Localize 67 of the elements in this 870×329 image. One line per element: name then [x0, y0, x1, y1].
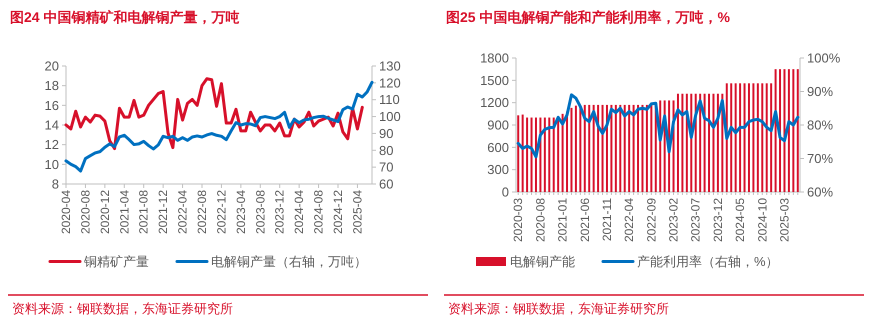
x-tick-label: 2023-04 — [234, 190, 248, 234]
y2-tick-label: 80 — [379, 142, 394, 158]
x-tick-label: 2020-08 — [78, 190, 92, 234]
x-tick-label: 2022-04 — [622, 198, 636, 242]
chart-title: 图24 中国铜精矿和电解铜产量，万吨 — [10, 9, 240, 25]
y-tick-label: 18 — [44, 78, 59, 94]
y2-tick-label: 110 — [379, 92, 400, 108]
y2-tick-label: 60 — [379, 176, 394, 192]
y2-tick-label: 80% — [807, 118, 834, 132]
y2-tick-label: 120 — [379, 75, 401, 90]
y-tick-label: 14 — [44, 118, 59, 132]
x-tick-label: 2024-08 — [312, 190, 326, 234]
x-tick-label: 2025-03 — [777, 198, 792, 242]
line-series — [516, 93, 800, 158]
y2-tick-label: 100% — [807, 50, 841, 66]
x-tick-label: 2021-01 — [556, 198, 570, 242]
x-tick-label: 2021-12 — [156, 190, 170, 234]
x-tick-label: 2023-12 — [272, 190, 287, 234]
x-tick-label: 2021-04 — [117, 190, 132, 234]
line-series — [64, 77, 364, 150]
x-tick-label: 2025-04 — [350, 190, 364, 234]
y-tick-label: 12 — [44, 137, 59, 152]
x-tick-label: 2020-04 — [59, 190, 73, 234]
legend-label: 电解铜产量（右轴，万吨） — [211, 254, 367, 269]
x-tick-label: 2022-04 — [176, 190, 190, 234]
y2-tick-label: 70 — [379, 160, 394, 175]
y-tick-label: 600 — [487, 140, 509, 155]
x-tick-label: 2024-10 — [755, 198, 770, 242]
y2-tick-label: 90 — [379, 126, 394, 141]
legend-label: 铜精矿产量 — [83, 254, 149, 269]
x-tick-label: 2020-03 — [511, 198, 526, 242]
x-tick-label: 2022-09 — [644, 198, 658, 242]
y-tick-label: 300 — [487, 162, 509, 178]
x-tick-label: 2023-12 — [710, 198, 725, 242]
y2-tick-label: 70% — [807, 151, 834, 166]
y-tick-label: 10 — [44, 156, 59, 172]
y-tick-label: 20 — [44, 58, 59, 74]
y2-tick-label: 100 — [379, 109, 401, 124]
y2-tick-label: 130 — [379, 58, 401, 74]
y2-tick-label: 60% — [807, 184, 834, 200]
text: 资料来源：钢联数据，东海证券研究所 — [12, 301, 233, 316]
x-tick-label: 2024-04 — [292, 190, 306, 234]
chart-title: 图25 中国电解铜产能和产能利用率，万吨，% — [446, 9, 730, 25]
legend-label: 产能利用率（右轴，%） — [637, 254, 779, 269]
x-tick-label: 2020-08 — [533, 198, 548, 242]
y-tick-label: 900 — [487, 118, 509, 132]
y-tick-label: 1500 — [480, 72, 509, 88]
legend-label: 电解铜产能 — [510, 254, 575, 269]
y-tick-label: 0 — [502, 184, 509, 200]
x-tick-label: 2024-12 — [331, 190, 345, 234]
x-tick-label: 2023-02 — [666, 198, 681, 242]
line-series — [64, 80, 374, 173]
x-tick-label: 2023-08 — [253, 190, 268, 234]
x-tick-label: 2021-11 — [600, 198, 614, 242]
x-tick-label: 2021-08 — [136, 190, 151, 234]
y-tick-label: 8 — [52, 176, 59, 192]
x-tick-label: 2023-07 — [688, 198, 703, 242]
x-tick-label: 2022-08 — [195, 190, 209, 234]
y-tick-label: 16 — [44, 98, 59, 113]
x-tick-label: 2021-06 — [578, 198, 592, 242]
y-tick-label: 1800 — [480, 50, 509, 66]
x-tick-label: 2024-05 — [733, 198, 748, 242]
y-tick-label: 1200 — [480, 95, 509, 110]
x-tick-label: 2022-12 — [214, 190, 228, 234]
y2-tick-label: 90% — [807, 84, 834, 99]
x-tick-label: 2020-12 — [98, 190, 112, 234]
text: 资料来源：钢联数据，东海证券研究所 — [448, 301, 669, 316]
